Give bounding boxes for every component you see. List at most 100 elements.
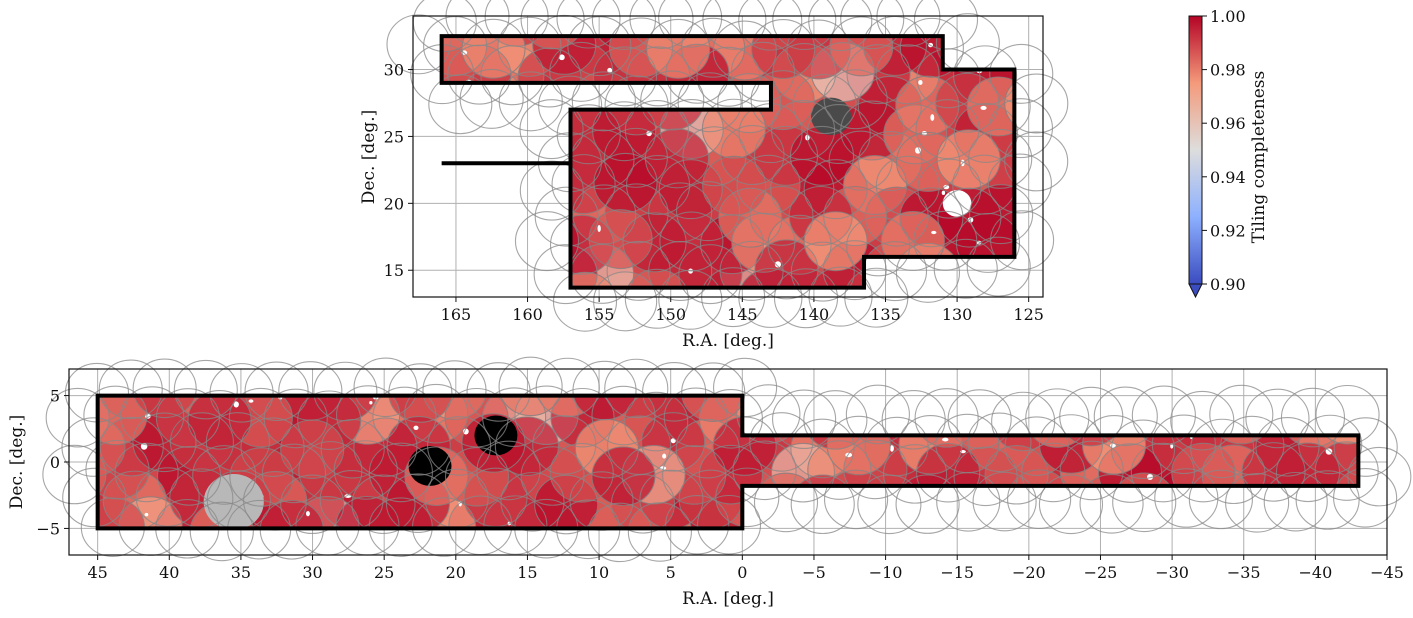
y-tick-label: 15 [384, 261, 404, 280]
field-outline [955, 212, 1021, 273]
field-outline [297, 390, 362, 450]
field-outline [1004, 73, 1069, 134]
field-outline [591, 385, 656, 446]
field-outline [520, 446, 585, 506]
x-tick-label: −15 [940, 563, 974, 582]
field-outline [551, 154, 616, 215]
field-outline [173, 359, 238, 420]
field-outline [736, 384, 801, 444]
field-outline [935, 413, 1000, 474]
colorbar-tick-label: 0.98 [1210, 61, 1246, 80]
coverage-hole [144, 512, 149, 517]
field-outline [404, 446, 469, 506]
field-outline [132, 412, 197, 473]
x-tick-label: 160 [512, 305, 543, 324]
x-tick-label: −20 [1012, 563, 1046, 582]
bottom-sky-map-panel: 45 40 35 30 25 20 15 10 5 0 −5 −10 −15 −20 −25 −30 −35 −4… [7, 356, 1412, 609]
coverage-hole [530, 383, 534, 388]
field-outline [864, 186, 929, 247]
bottom-x-axis-label: R.A. [deg.] [682, 589, 774, 609]
y-tick-label: −5 [36, 519, 60, 538]
field-outline [1093, 386, 1158, 447]
field-outline [556, 104, 621, 165]
field-outline [899, 17, 964, 78]
field-outline [696, 494, 762, 555]
field-outline [792, 74, 857, 135]
field-outline [701, 98, 767, 159]
x-tick-label: 10 [589, 563, 609, 582]
field-outline [662, 445, 727, 505]
field-outline [754, 239, 819, 300]
field-outline [280, 419, 345, 480]
field-outline [353, 357, 418, 418]
field-outline [935, 72, 1000, 133]
field-outline [114, 442, 179, 503]
field-outline [681, 362, 746, 422]
field-outline [895, 75, 960, 136]
bottom-x-ticks: 45 40 35 30 25 20 15 10 5 0 −5 −10 −15 −20 −25 −30 −35 −4… [87, 555, 1404, 582]
coverage-hole [980, 105, 987, 110]
field-outline [840, 0, 905, 50]
x-tick-label: 30 [302, 563, 322, 582]
field-outline [738, 267, 803, 328]
field-outline [823, 186, 888, 247]
x-tick-label: 0 [737, 563, 747, 582]
field-outline [1241, 442, 1306, 502]
coverage-hole [278, 538, 281, 544]
field-outline [313, 361, 378, 422]
field-outline [772, 389, 837, 450]
field-outline [1263, 471, 1328, 532]
field-outline [1201, 444, 1266, 505]
field-outline [1220, 415, 1285, 476]
field-outline [1007, 469, 1072, 529]
bottom-field-outlines [42, 356, 1412, 563]
field-outline [678, 244, 743, 305]
top-x-axis-label: R.A. [deg.] [682, 331, 774, 351]
x-tick-label: 45 [87, 563, 107, 582]
field-outline [444, 387, 509, 448]
field-outline [646, 18, 711, 79]
bottom-y-axis-label: Dec. [deg.] [7, 415, 27, 510]
x-tick-label: 150 [655, 305, 686, 324]
field-outline [83, 385, 148, 446]
field-outline [840, 100, 905, 161]
field-tiles-clipped [97, 383, 1359, 544]
top-field-tiles [441, 36, 1015, 288]
x-tick-label: 130 [942, 305, 973, 324]
field-outline [1245, 388, 1310, 449]
coverage-hole [942, 437, 949, 442]
field-outline [770, 442, 836, 503]
field-outline [936, 129, 1001, 190]
coverage-hole [607, 67, 613, 73]
field-outline [917, 158, 982, 219]
field-outline [497, 16, 562, 77]
field-outline [1079, 474, 1144, 534]
top-y-axis-label: Dec. [deg.] [359, 110, 379, 205]
field-outline [444, 446, 510, 507]
field-outline [641, 412, 706, 472]
y-tick-label: 30 [384, 61, 404, 80]
field-outline [803, 211, 868, 272]
field-outline [1112, 472, 1177, 533]
top-field-outlines [386, 0, 1069, 332]
field-outline [698, 444, 763, 505]
field-outline [591, 0, 656, 50]
coverage-hole [774, 261, 781, 268]
field-outline [476, 440, 541, 501]
field-outline [989, 43, 1054, 104]
field-outline [209, 363, 274, 423]
coverage-hole [1347, 398, 1355, 405]
field-outline [1333, 468, 1398, 528]
field-outline [135, 467, 200, 527]
field-outline [718, 187, 783, 248]
coverage-gap [942, 189, 972, 217]
field-outline [807, 440, 872, 500]
field-outline [189, 501, 254, 562]
field-outline [624, 99, 689, 160]
field-outline [749, 185, 814, 246]
top-x-ticks: 165 160 155 150 145 140 135 130 125 [441, 297, 1044, 324]
coverage-hole [369, 401, 373, 405]
field-outline [1170, 390, 1235, 451]
field-outline [987, 153, 1052, 214]
field-outline [720, 125, 785, 186]
